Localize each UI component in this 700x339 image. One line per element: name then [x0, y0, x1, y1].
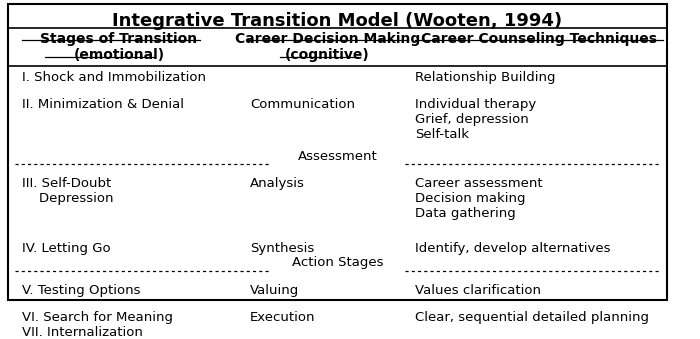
Text: Execution: Execution: [250, 311, 316, 324]
Text: (emotional): (emotional): [74, 48, 164, 62]
Text: (cognitive): (cognitive): [285, 48, 370, 62]
Text: III. Self-Doubt
    Depression: III. Self-Doubt Depression: [22, 177, 113, 205]
Text: Clear, sequential detailed planning: Clear, sequential detailed planning: [414, 311, 649, 324]
Text: Individual therapy
Grief, depression
Self-talk: Individual therapy Grief, depression Sel…: [414, 98, 536, 141]
Text: Communication: Communication: [250, 98, 355, 111]
Text: Assessment: Assessment: [298, 149, 377, 163]
Text: Career Decision Making: Career Decision Making: [234, 32, 420, 45]
Text: I. Shock and Immobilization: I. Shock and Immobilization: [22, 71, 206, 84]
Text: Stages of Transition: Stages of Transition: [41, 32, 197, 45]
Text: Career Counseling Techniques: Career Counseling Techniques: [421, 32, 657, 45]
Text: II. Minimization & Denial: II. Minimization & Denial: [22, 98, 183, 111]
Text: IV. Letting Go: IV. Letting Go: [22, 242, 110, 255]
Text: V. Testing Options: V. Testing Options: [22, 283, 140, 297]
Text: Analysis: Analysis: [250, 177, 305, 190]
Text: Integrative Transition Model (Wooten, 1994): Integrative Transition Model (Wooten, 19…: [113, 12, 563, 30]
Text: Action Stages: Action Stages: [292, 256, 383, 269]
Text: Synthesis: Synthesis: [250, 242, 314, 255]
Text: Career assessment
Decision making
Data gathering: Career assessment Decision making Data g…: [414, 177, 542, 220]
Text: Identify, develop alternatives: Identify, develop alternatives: [414, 242, 610, 255]
Text: Values clarification: Values clarification: [414, 283, 540, 297]
Text: VI. Search for Meaning
VII. Internalization: VI. Search for Meaning VII. Internalizat…: [22, 311, 173, 339]
Text: Valuing: Valuing: [250, 283, 300, 297]
Text: Relationship Building: Relationship Building: [414, 71, 555, 84]
